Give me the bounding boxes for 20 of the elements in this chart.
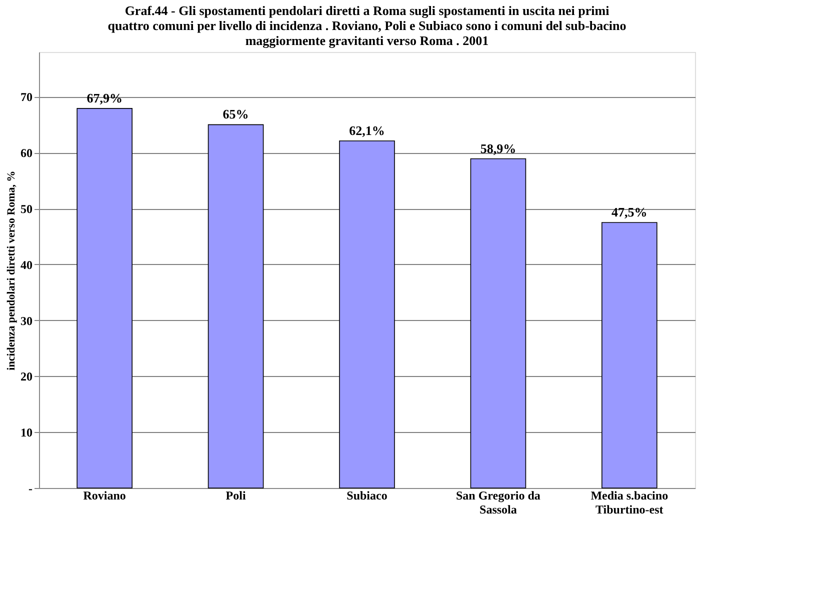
y-tick-label: 40	[20, 258, 32, 272]
x-tick-label: Poli	[226, 488, 246, 502]
data-label: 67,9%	[86, 90, 122, 106]
y-axis-title: incidenza pendolari diretti verso Roma, %	[6, 170, 18, 370]
data-label: 47,5%	[612, 204, 648, 220]
y-tick-label: 60	[20, 146, 32, 160]
y-tick-label: -	[28, 482, 32, 496]
x-tick-label: Roviano	[83, 488, 126, 502]
chart-title: Graf.44 - Gli spostamenti pendolari diretti a Roma sugli spostamenti in uscita nei primi quattro comuni per livello di incidenza . Roviano, Poli e Subiaco sono i comuni del sub-bacino maggiormente gravitanti verso Roma . 2001	[108, 3, 626, 48]
y-tick-label: 10	[20, 426, 32, 440]
data-label: 62,1%	[349, 122, 385, 138]
x-tick-label: Subiaco	[346, 488, 388, 502]
data-label: 65%	[222, 106, 249, 122]
y-tick-label: 30	[20, 314, 32, 328]
x-tick-label: Media s.bacino Tiburtino-est	[590, 488, 668, 516]
data-label: 58,9%	[480, 140, 516, 156]
y-tick-label: 50	[20, 202, 32, 216]
y-tick-label: 70	[20, 90, 32, 104]
y-tick-label: 20	[20, 370, 32, 384]
x-tick-label: San Gregorio da Sassola	[456, 488, 540, 516]
